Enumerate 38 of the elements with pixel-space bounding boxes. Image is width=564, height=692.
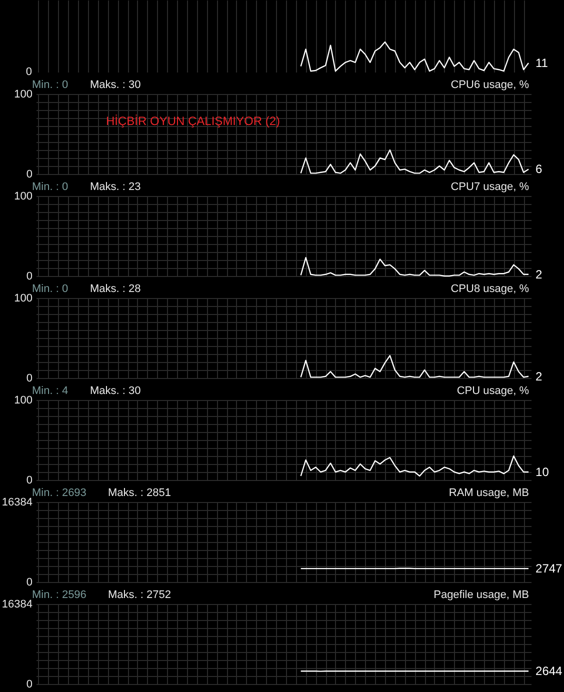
y-tick-label: 0 (26, 576, 32, 588)
text: Min. : 0 (32, 181, 68, 193)
text: Maks. : 2752 (108, 589, 171, 601)
text: Min. : 0 (32, 283, 68, 295)
chart-title: RAM usage, MB (448, 487, 529, 499)
chart-title: Pagefile usage, MB (434, 589, 529, 601)
y-tick-label: 16384 (2, 496, 32, 508)
y-tick-label: 100 (14, 394, 32, 406)
y-tick-label: 100 (14, 292, 32, 304)
annotation: HİÇBİR OYUN ÇALIŞMIYOR (2) (106, 114, 280, 128)
data-label: 2644 (536, 664, 563, 678)
chart-title: CPU7 usage, % (450, 181, 530, 193)
text: Min. : 4 (32, 385, 68, 397)
data-label: 10 (536, 465, 550, 479)
text: Maks. : 30 (90, 385, 141, 397)
y-tick-label: 0 (26, 270, 32, 282)
data-label: 2 (536, 267, 543, 282)
text: Min. : 2596 (32, 589, 86, 601)
y-tick-label: 0 (26, 168, 32, 180)
data-label: 2747 (536, 562, 563, 576)
data-label: 2 (536, 369, 543, 384)
text: Maks. : 2851 (108, 487, 171, 499)
text: Maks. : 28 (90, 283, 141, 295)
y-tick-label: 0 (26, 372, 32, 384)
text: Min. : 2693 (32, 487, 86, 499)
y-tick-label: 100 (14, 88, 32, 100)
chart-title: CPU6 usage, % (450, 79, 530, 91)
y-tick-label: 0 (26, 474, 32, 486)
y-tick-label: 100 (14, 190, 32, 202)
chart-title: CPU usage, % (456, 385, 530, 397)
chart-title: CPU8 usage, % (450, 283, 530, 295)
data-label: 6 (536, 162, 543, 176)
text: Maks. : 23 (90, 181, 141, 193)
text: 11 (536, 56, 548, 70)
y-tick-label: 16384 (2, 598, 32, 610)
text: Min. : 0 (32, 79, 68, 91)
y-tick-label: 0 (26, 678, 32, 690)
text: Maks. : 30 (90, 79, 141, 91)
